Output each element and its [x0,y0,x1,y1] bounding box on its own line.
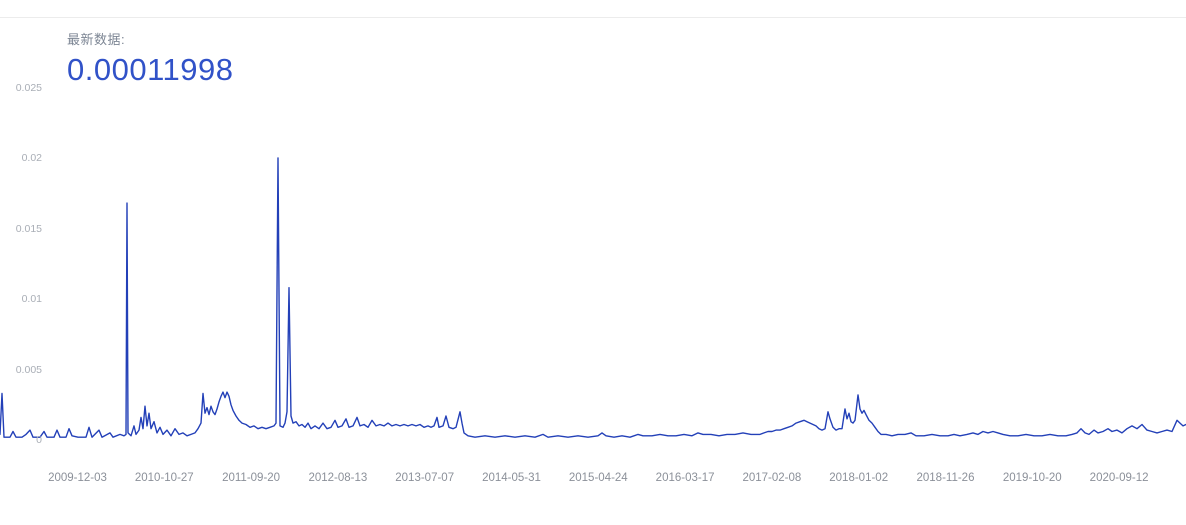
y-axis-tick-label: 0.01 [21,293,42,305]
x-axis-tick-label: 2014-05-31 [482,472,541,484]
y-axis-tick-label: 0.02 [21,152,42,164]
latest-data-block: 最新数据: 0.00011998 [67,29,233,88]
latest-data-value: 0.00011998 [67,52,234,87]
x-axis-tick-label: 2017-02-08 [742,472,802,484]
x-axis-tick-label: 2018-01-02 [829,472,889,484]
y-axis-tick-label: 0 [36,434,42,446]
x-axis-tick-label: 2009-12-03 [48,472,107,484]
x-axis-tick-label: 2019-10-20 [1002,472,1062,484]
y-axis-tick-label: 0.005 [15,363,42,376]
y-axis-tick-label: 0.015 [15,222,42,235]
top-divider [0,17,1186,18]
latest-data-label: 最新数据: [67,32,126,47]
x-axis-tick-label: 2015-04-24 [568,472,628,484]
y-axis-tick-label: 0.025 [15,81,42,94]
x-axis-tick-label: 2010-10-27 [134,472,194,484]
x-axis-tick-label: 2012-08-13 [308,472,368,484]
x-axis-tick-label: 2020-09-12 [1089,472,1149,484]
line-series-svg [0,157,1186,438]
x-axis-tick-label: 2016-03-17 [655,472,715,484]
x-axis-tick-label: 2011-09-20 [222,472,281,484]
x-axis-tick-label: 2013-07-07 [395,472,455,484]
series-line [0,157,1186,438]
x-axis-tick-label: 2018-11-26 [916,472,975,484]
